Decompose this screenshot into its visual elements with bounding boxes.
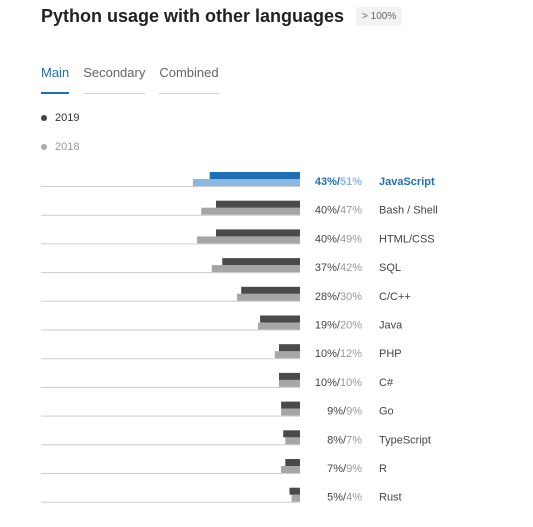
threshold-badge: > 100% xyxy=(356,7,403,26)
tab-main[interactable]: Main xyxy=(41,65,70,94)
bar-2019-java xyxy=(260,315,300,323)
category-label-rust: Rust xyxy=(379,492,402,504)
category-label-typescript: TypeScript xyxy=(379,434,431,446)
value-label-html-css: 40%/49% xyxy=(315,233,362,245)
legend-dot-2018 xyxy=(41,144,47,150)
bar-2019-typescript xyxy=(283,430,300,438)
value-label-rust: 5%/4% xyxy=(327,492,362,504)
bar-2018-c-c xyxy=(237,293,300,301)
category-label-c-c: C/C++ xyxy=(379,291,411,303)
value-label-php: 10%/12% xyxy=(315,348,362,360)
bar-2018-php xyxy=(274,351,300,359)
legend-label-2019: 2019 xyxy=(55,112,80,124)
bar-2018-c xyxy=(279,379,300,387)
bar-2019-rust xyxy=(289,487,300,495)
bar-chart: 43%/51% JavaScript 40%/47% Bash / Shell 40%/… xyxy=(41,172,438,504)
bar-2019-c-c xyxy=(241,286,300,294)
bar-2019-html-css xyxy=(216,229,300,237)
bar-2018-go xyxy=(281,408,300,416)
category-label-php: PHP xyxy=(379,348,402,360)
category-label-go: Go xyxy=(379,406,394,418)
bar-2018-javascript xyxy=(192,179,300,186)
bar-2019-go xyxy=(281,401,300,409)
bar-2019-r xyxy=(285,459,300,466)
value-label-c-c: 28%/30% xyxy=(315,291,362,303)
bar-2019-bash-shell xyxy=(216,200,300,208)
value-label-java: 19%/20% xyxy=(315,320,362,332)
bar-2019-javascript xyxy=(209,172,300,179)
bar-2019-sql xyxy=(222,258,300,266)
bar-2019-c xyxy=(279,372,300,380)
bar-2018-rust xyxy=(291,494,300,502)
page-title: Python usage with other languages xyxy=(41,6,345,26)
bar-2018-bash-shell xyxy=(201,207,300,215)
category-label-java: Java xyxy=(379,320,403,332)
legend-label-2018: 2018 xyxy=(55,141,80,153)
value-label-go: 9%/9% xyxy=(327,406,362,418)
category-label-sql: SQL xyxy=(379,262,401,274)
bar-2018-typescript xyxy=(285,437,300,445)
category-label-bash-shell: Bash / Shell xyxy=(379,205,438,217)
bar-2019-php xyxy=(279,344,300,352)
category-label-html-css: HTML/CSS xyxy=(379,233,435,245)
tab-bar: Main Secondary Combined xyxy=(41,65,233,94)
category-label-javascript: JavaScript xyxy=(379,176,435,188)
value-label-r: 7%/9% xyxy=(327,463,362,475)
bar-2018-html-css xyxy=(197,236,300,244)
bar-2018-java xyxy=(258,322,300,330)
tab-secondary[interactable]: Secondary xyxy=(83,65,146,94)
tab-combined[interactable]: Combined xyxy=(159,65,219,94)
bar-2018-sql xyxy=(211,265,300,273)
value-label-javascript: 43%/51% xyxy=(315,176,362,188)
legend-item-2019: 2019 xyxy=(41,111,79,125)
value-label-c: 10%/10% xyxy=(315,377,362,389)
legend-dot-2019 xyxy=(41,115,47,121)
bar-2018-r xyxy=(281,466,300,473)
value-label-typescript: 8%/7% xyxy=(327,434,362,446)
value-label-bash-shell: 40%/47% xyxy=(315,205,362,217)
category-label-c: C# xyxy=(379,377,394,389)
chart-header: Python usage with other languages > 100% xyxy=(41,6,403,27)
chart-legend: 2019 2018 xyxy=(41,111,79,169)
category-label-r: R xyxy=(379,463,387,475)
value-label-sql: 37%/42% xyxy=(315,262,362,274)
legend-item-2018: 2018 xyxy=(41,140,79,154)
